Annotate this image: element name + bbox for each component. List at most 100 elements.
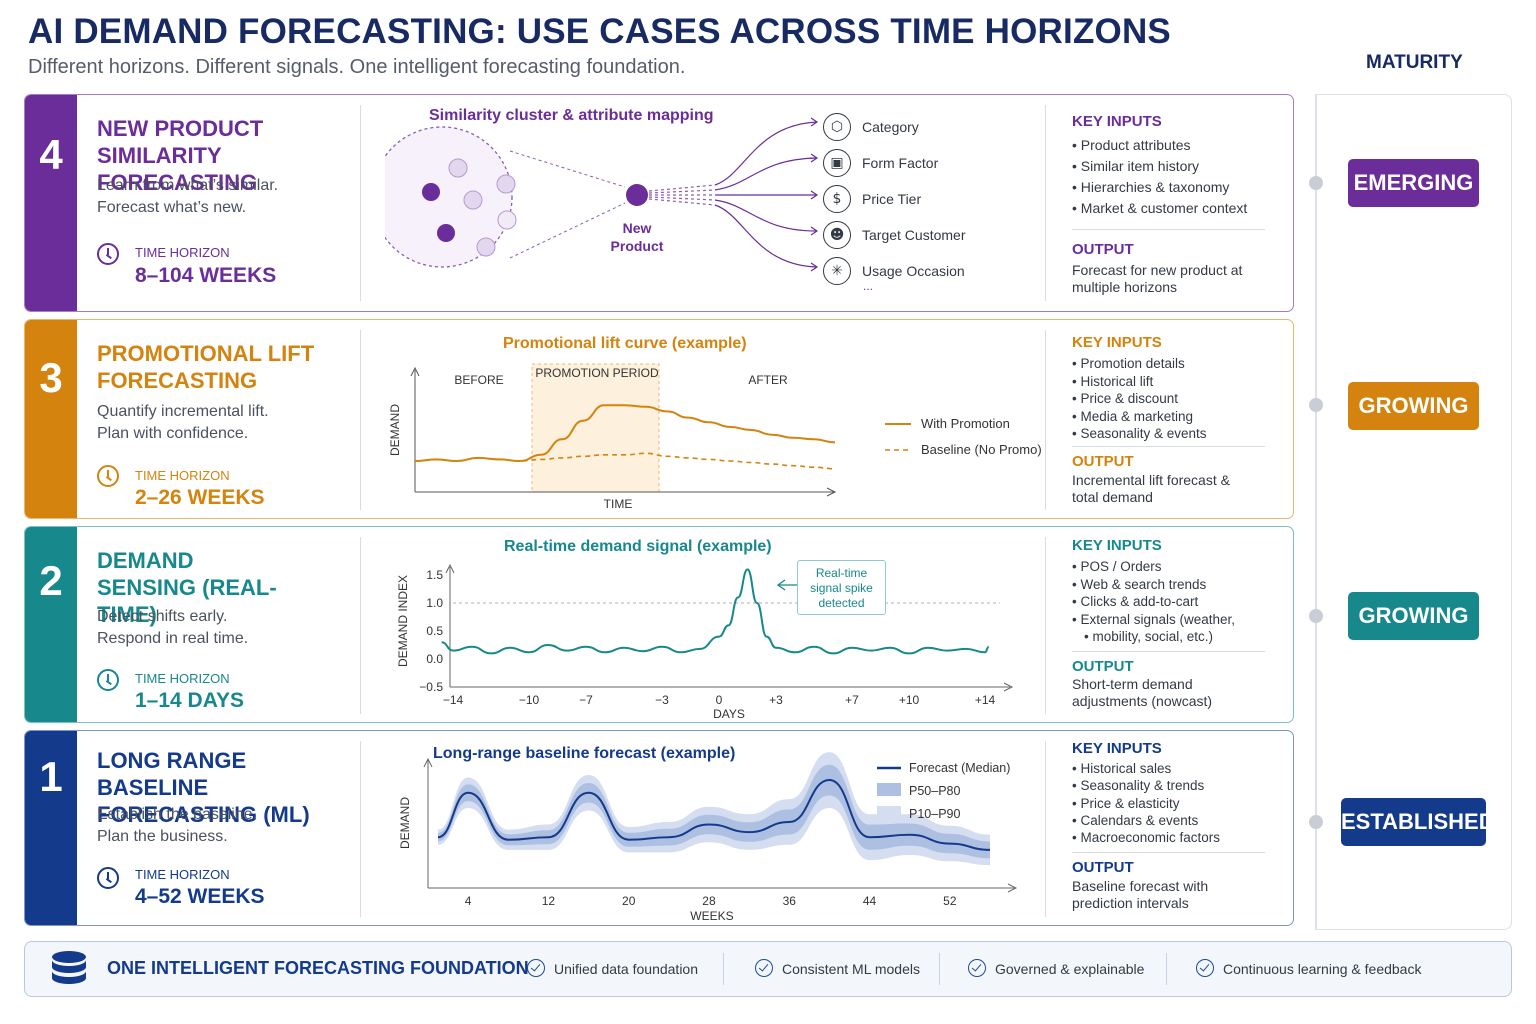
x-tick-label: +10 <box>899 693 920 707</box>
key-inputs-list: POS / Orders Web & search trends Clicks … <box>1072 558 1235 646</box>
panel-description: Establish the baseline. Plan the busines… <box>97 806 258 845</box>
time-horizon-label: TIME HORIZON <box>135 468 230 483</box>
panel-title: LONG RANGE BASELINE FORECASTING (ML) <box>97 748 310 827</box>
section-divider <box>1072 229 1265 230</box>
footer-title: ONE INTELLIGENT FORECASTING FOUNDATION <box>107 958 529 978</box>
divider <box>360 330 361 510</box>
attribute-label: Target Customer <box>862 227 966 243</box>
key-input-item: Product attributes <box>1072 135 1247 156</box>
key-input-item: Historical sales <box>1072 760 1220 777</box>
spike-callout-text: Real-time signal spike detected <box>810 566 873 610</box>
x-tick-label: 12 <box>542 894 556 908</box>
attribute-label: Category <box>862 119 919 135</box>
key-input-item: Web & search trends <box>1072 576 1235 594</box>
divider <box>360 105 361 301</box>
output-label: OUTPUT <box>1072 241 1134 258</box>
attribute-arrows <box>714 117 819 272</box>
maturity-dot <box>1309 609 1323 623</box>
key-inputs-list: Product attributes Similar item history … <box>1072 135 1248 219</box>
cluster-item <box>422 183 440 201</box>
x-tick-label: +7 <box>845 693 859 707</box>
output-text: Incremental lift forecast & total demand <box>1072 472 1230 505</box>
output-text: Short-term demand adjustments (nowcast) <box>1072 676 1213 709</box>
cluster-item <box>496 174 516 194</box>
x-axis-arrow <box>1007 883 1018 893</box>
new-product-label: New Product <box>610 220 664 254</box>
y-axis-label: DEMAND <box>388 404 402 456</box>
key-input-item: Similar item history <box>1072 156 1247 177</box>
panel-demand-sensing: 2 DEMAND SENSING (REAL-TIME) Detect shif… <box>24 526 1294 723</box>
panel-title: PROMOTIONAL LIFT FORECASTING <box>97 341 315 393</box>
cluster-item <box>437 224 455 242</box>
x-tick-label: 36 <box>783 894 797 908</box>
footer-item: Unified data foundation <box>554 961 698 977</box>
x-tick-label: −14 <box>443 693 464 707</box>
key-inputs-label: KEY INPUTS <box>1072 537 1162 554</box>
x-tick-label: 20 <box>622 894 636 908</box>
y-axis-label: DEMAND <box>398 797 412 849</box>
y-tick-label: −0.5 <box>419 680 443 694</box>
output-text: Baseline forecast with prediction interv… <box>1072 878 1209 911</box>
x-tick-label: 4 <box>465 894 472 908</box>
clock-icon <box>97 669 119 691</box>
maturity-badge-established: ESTABLISHED <box>1341 798 1495 846</box>
output-label: OUTPUT <box>1072 658 1134 675</box>
y-tick-label: 1.0 <box>426 596 443 610</box>
legend-p10-swatch <box>877 806 901 819</box>
chart-title: Similarity cluster & attribute mapping <box>429 107 714 124</box>
panel-new-product: 4 NEW PRODUCT SIMILARITY FORECASTING Lea… <box>24 94 1294 312</box>
baseline-forecast-chart: 4 12 20 28 36 44 52 DEMAND WEEKS Forecast (Median… <box>398 752 1018 923</box>
y-axis-arrow <box>445 563 455 574</box>
clock-icon <box>97 243 119 265</box>
x-tick-label: −10 <box>519 693 540 707</box>
time-horizon-value: 8–104 WEEKS <box>135 264 277 287</box>
promo-phase-promo: PROMOTION PERIOD <box>535 366 659 380</box>
clock-icon <box>97 867 119 889</box>
output-label: OUTPUT <box>1072 453 1134 470</box>
key-inputs-label: KEY INPUTS <box>1072 113 1162 130</box>
time-horizon-label: TIME HORIZON <box>135 671 230 686</box>
p10-p90-band <box>438 752 990 866</box>
forecast-median-line <box>437 778 991 851</box>
y-tick-label: 0.5 <box>426 624 443 638</box>
y-tick-label: 0.0 <box>426 652 443 666</box>
time-horizon-value: 2–26 WEEKS <box>135 486 265 509</box>
chart-title: Long-range baseline forecast (example) <box>433 745 736 762</box>
attribute-label: Usage Occasion <box>862 263 965 279</box>
people-icon: ☻ <box>823 221 851 249</box>
cluster-item <box>463 190 483 210</box>
similarity-cluster <box>385 126 513 268</box>
key-inputs-list: Promotion details Historical lift Price … <box>1072 355 1207 443</box>
panel-promotional-lift: 3 PROMOTIONAL LIFT FORECASTING Quantify … <box>24 319 1294 519</box>
panel-description: Learn from what’s similar. Forecast what… <box>97 177 279 216</box>
maturity-heading: MATURITY <box>1366 52 1463 73</box>
cluster-item <box>448 158 468 178</box>
maturity-dot <box>1309 398 1323 412</box>
legend-p50-swatch <box>877 783 901 796</box>
database-icon <box>52 951 86 984</box>
divider <box>360 537 361 714</box>
x-tick-label: −3 <box>655 693 669 707</box>
key-input-item: POS / Orders <box>1072 558 1235 576</box>
key-input-item: Promotion details <box>1072 355 1207 373</box>
panel-description: Detect shifts early. Respond in real tim… <box>97 608 249 647</box>
promo-phase-after: AFTER <box>748 373 788 387</box>
key-input-item: Price & discount <box>1072 390 1207 408</box>
panel-long-range-baseline: 1 LONG RANGE BASELINE FORECASTING (ML) E… <box>24 730 1294 926</box>
time-horizon-label: TIME HORIZON <box>135 867 230 882</box>
check-icon <box>968 959 986 977</box>
clock-icon <box>97 465 119 487</box>
cluster-item <box>476 237 496 257</box>
attribute-label: Price Tier <box>862 191 922 207</box>
tag-icon: ⬡ <box>823 113 851 141</box>
cluster-item <box>497 210 517 230</box>
key-input-item: Price & elasticity <box>1072 795 1220 812</box>
key-input-item: Media & marketing <box>1072 408 1207 426</box>
section-divider <box>1072 446 1265 447</box>
key-inputs-label: KEY INPUTS <box>1072 334 1162 351</box>
legend-baseline: Baseline (No Promo) <box>921 442 1042 457</box>
time-horizon-label: TIME HORIZON <box>135 245 230 260</box>
panel-number: 1 <box>39 753 63 800</box>
with-promotion-line <box>414 404 836 463</box>
p50-p80-band <box>438 764 990 859</box>
